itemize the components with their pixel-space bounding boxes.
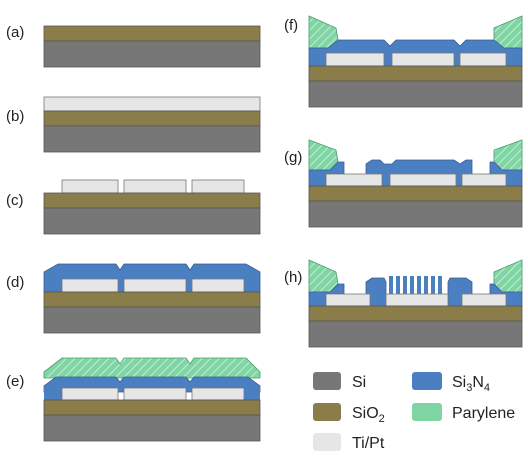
si-substrate xyxy=(43,207,261,235)
legend-swatch-si xyxy=(313,372,341,390)
panel-label-a: (a) xyxy=(6,24,24,41)
panel-label-h: (h) xyxy=(284,269,302,286)
parylene-layer xyxy=(43,357,261,379)
nanopillar xyxy=(403,276,407,306)
legend-label-si3n4: Si3N4 xyxy=(452,374,490,394)
panel-label-b: (b) xyxy=(6,108,24,125)
nanopillar xyxy=(396,276,400,306)
panel-e: (e) xyxy=(6,357,261,442)
panel-a: (a) xyxy=(6,24,261,68)
legend-label-sio2: SiO2 xyxy=(352,405,385,425)
sio2-layer xyxy=(43,291,261,308)
parylene-left-post xyxy=(308,139,339,171)
nanopillar xyxy=(424,276,428,306)
tipt-electrode xyxy=(461,293,507,307)
tipt-electrode xyxy=(459,52,507,67)
nanopillar xyxy=(417,276,421,306)
tipt-electrode xyxy=(61,179,119,194)
parylene-right-post xyxy=(493,259,523,293)
tipt-electrode xyxy=(61,278,119,293)
nanopillar xyxy=(389,276,393,306)
tipt-electrode xyxy=(391,52,455,67)
si3n4-base xyxy=(44,386,62,400)
si-substrate xyxy=(43,40,261,68)
legend-swatch-tipt xyxy=(313,433,341,451)
tipt-electrode xyxy=(191,387,245,401)
panel-c: (c) xyxy=(6,179,261,235)
sio2-layer xyxy=(308,65,523,82)
parylene-left-post xyxy=(308,259,339,293)
tipt-electrode xyxy=(325,293,371,307)
tipt-electrode xyxy=(123,278,187,293)
tipt-electrode xyxy=(385,293,449,307)
si-substrate xyxy=(308,80,523,108)
legend: Si Si3N4 SiO2 Parylene Ti/Pt xyxy=(313,372,515,452)
nanopillar-array xyxy=(389,276,442,306)
sio2-layer xyxy=(308,305,523,322)
si-substrate xyxy=(43,306,261,334)
sio2-layer xyxy=(308,185,523,202)
sio2-layer xyxy=(43,110,261,127)
legend-label-si: Si xyxy=(352,374,366,391)
sio2-layer xyxy=(43,399,261,416)
tipt-electrode xyxy=(191,278,245,293)
panel-label-g: (g) xyxy=(284,149,302,166)
legend-label-parylene: Parylene xyxy=(452,405,515,422)
panel-g: (g) xyxy=(284,139,523,228)
tipt-electrode xyxy=(325,173,383,187)
tipt-electrode xyxy=(191,179,245,194)
nanopillar xyxy=(431,276,435,306)
legend-swatch-si3n4 xyxy=(412,372,442,390)
panel-d: (d) xyxy=(6,263,261,334)
tipt-electrode xyxy=(123,179,187,194)
panel-label-d: (d) xyxy=(6,274,24,291)
legend-label-tipt: Ti/Pt xyxy=(352,435,385,452)
si-substrate xyxy=(308,320,523,348)
nanopillar xyxy=(410,276,414,306)
panel-f: (f) xyxy=(284,15,523,108)
si-substrate xyxy=(43,125,261,153)
panel-h: (h) xyxy=(284,259,523,348)
panel-b: (b) xyxy=(6,96,261,153)
legend-swatch-sio2 xyxy=(313,403,341,421)
si-substrate xyxy=(308,200,523,228)
tipt-electrode xyxy=(461,173,507,187)
panel-label-e: (e) xyxy=(6,373,24,390)
parylene-right-post xyxy=(493,139,523,171)
tipt-electrode xyxy=(325,52,385,67)
si3n4-base xyxy=(244,386,260,400)
panel-label-f: (f) xyxy=(284,17,298,34)
legend-swatch-parylene xyxy=(412,403,442,421)
tipt-electrode xyxy=(123,387,187,401)
tipt-layer xyxy=(43,96,261,112)
nanopillar xyxy=(438,276,442,306)
sio2-layer xyxy=(43,192,261,209)
tipt-electrode xyxy=(389,173,457,187)
panel-label-c: (c) xyxy=(6,192,24,209)
sio2-layer xyxy=(43,25,261,42)
tipt-electrode xyxy=(61,387,119,401)
si-substrate xyxy=(43,414,261,442)
